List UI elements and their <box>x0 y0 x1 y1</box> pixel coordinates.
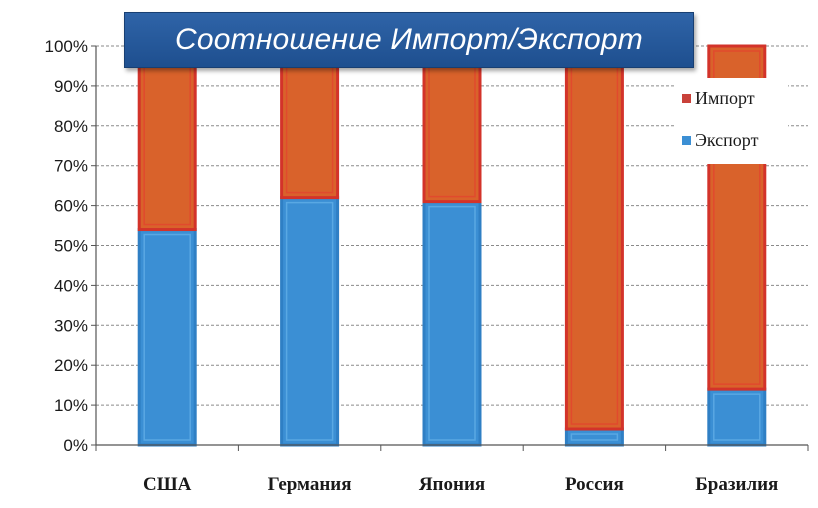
legend-swatch <box>682 94 691 103</box>
x-category-label: Россия <box>565 474 624 495</box>
y-tick-label: 100% <box>45 37 88 56</box>
chart-title: Соотношение Импорт/Экспорт <box>175 23 643 56</box>
legend-swatch <box>682 136 691 145</box>
bar-segment-import <box>280 44 340 200</box>
y-tick-label: 70% <box>54 157 88 176</box>
bar-segment-export <box>137 228 197 447</box>
bar-segment-import <box>422 44 482 204</box>
axes <box>95 46 809 451</box>
y-tick-label: 40% <box>54 276 88 295</box>
legend-box <box>676 78 788 164</box>
bar-segment-inner-edge <box>428 205 476 441</box>
y-axis-tick-labels: 0% 10% 20% 30% 40% 50% 60% 70% 80% 90% 100% <box>45 37 96 455</box>
y-tick-label: 60% <box>54 197 88 216</box>
bar-segment-export <box>422 200 482 447</box>
chart-title-banner: Соотношение Импорт/Экспорт <box>124 12 694 68</box>
bar-segment-inner-edge <box>570 433 619 441</box>
bar-segment-inner-edge <box>285 201 334 441</box>
x-category-label: Бразилия <box>695 474 778 495</box>
bar-segment-import <box>564 44 624 431</box>
bar-segment-inner-edge <box>143 233 191 441</box>
bar-segment-export <box>707 387 767 447</box>
legend: Импорт Экспорт <box>676 78 788 164</box>
y-tick-label: 30% <box>54 316 88 335</box>
bar-segment-export <box>564 427 624 447</box>
bar-segment-import <box>137 44 197 232</box>
x-category-label: США <box>143 474 192 495</box>
legend-label: Экспорт <box>695 130 759 150</box>
x-axis-category-labels: США Германия Япония Россия Бразилия <box>143 474 778 495</box>
bar-segment-inner-edge <box>713 393 761 441</box>
y-tick-label: 10% <box>54 396 88 415</box>
legend-label: Импорт <box>695 88 755 108</box>
y-tick-label: 80% <box>54 117 88 136</box>
y-tick-label: 90% <box>54 77 88 96</box>
y-tick-label: 0% <box>63 436 88 455</box>
bar-segment-inner-edge <box>713 50 761 385</box>
x-category-label: Германия <box>268 474 352 495</box>
bar-segment-export <box>280 196 340 447</box>
y-tick-label: 50% <box>54 237 88 256</box>
x-category-label: Япония <box>419 474 485 495</box>
y-tick-label: 20% <box>54 356 88 375</box>
